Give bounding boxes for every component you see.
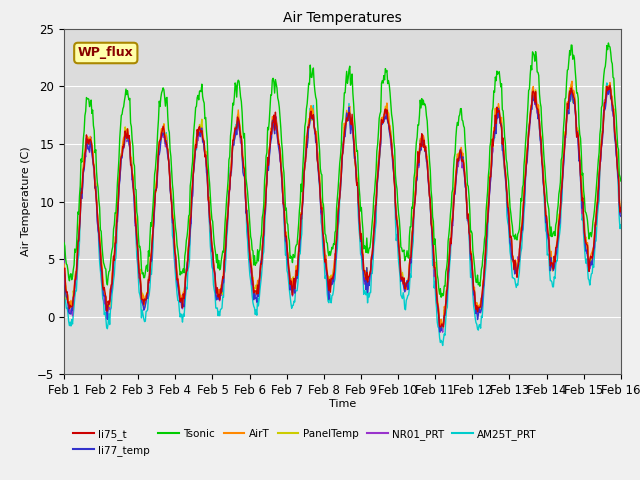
Text: WP_flux: WP_flux: [78, 47, 134, 60]
Legend: li75_t, li77_temp, Tsonic, AirT, PanelTemp, NR01_PRT, AM25T_PRT: li75_t, li77_temp, Tsonic, AirT, PanelTe…: [69, 424, 541, 460]
Title: Air Temperatures: Air Temperatures: [283, 11, 402, 25]
X-axis label: Time: Time: [329, 398, 356, 408]
Y-axis label: Air Temperature (C): Air Temperature (C): [22, 147, 31, 256]
